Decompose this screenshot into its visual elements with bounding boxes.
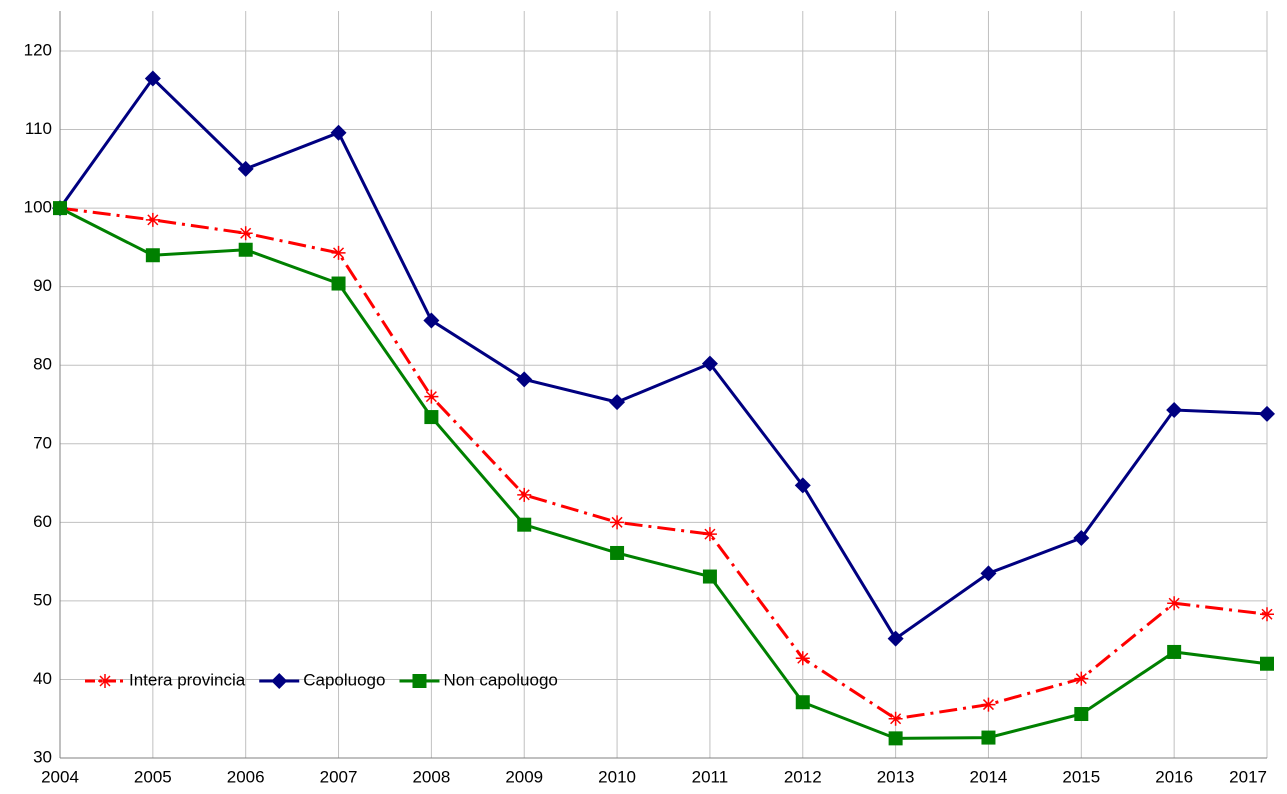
marker <box>702 569 717 584</box>
marker <box>1074 671 1089 686</box>
marker <box>238 242 253 257</box>
x-tick-label: 2007 <box>320 767 358 786</box>
x-tick-label: 2017 <box>1229 767 1267 786</box>
marker <box>517 517 532 532</box>
x-tick-label: 2005 <box>134 767 172 786</box>
marker <box>981 697 996 712</box>
marker <box>702 527 717 542</box>
x-tick-label: 2008 <box>412 767 450 786</box>
marker <box>238 226 253 241</box>
marker <box>887 630 904 647</box>
marker <box>1166 401 1183 418</box>
x-tick-label: 2014 <box>970 767 1008 786</box>
marker <box>888 711 903 726</box>
series-line <box>59 206 1268 721</box>
y-tick-label: 90 <box>33 276 52 295</box>
marker <box>423 312 440 329</box>
marker <box>424 389 439 404</box>
y-tick-label: 40 <box>33 669 52 688</box>
marker <box>610 545 625 560</box>
marker <box>980 565 997 582</box>
marker <box>794 477 811 494</box>
marker <box>1073 530 1090 547</box>
y-tick-label: 70 <box>33 433 52 452</box>
marker <box>1260 656 1274 671</box>
legend: Intera provincia Capoluogo Non capoluogo <box>85 670 558 689</box>
y-tick-label: 110 <box>25 119 52 138</box>
x-tick-label: 2015 <box>1062 767 1100 786</box>
marker <box>331 245 346 260</box>
legend-label: Capoluogo <box>303 670 385 689</box>
marker <box>609 394 626 411</box>
y-tick-label: 80 <box>33 355 52 374</box>
x-tick-label: 2010 <box>598 767 636 786</box>
legend-label: Non capoluogo <box>443 670 557 689</box>
x-tick-label: 2011 <box>692 767 729 786</box>
marker <box>330 124 347 141</box>
marker <box>981 730 996 745</box>
marker <box>145 212 160 227</box>
marker <box>516 371 533 388</box>
marker <box>610 515 625 530</box>
marker <box>412 674 427 688</box>
marker <box>1167 644 1182 659</box>
marker <box>1167 596 1182 611</box>
marker <box>144 70 161 87</box>
marker <box>1074 707 1089 722</box>
y-tick-label: 30 <box>33 747 52 766</box>
y-tick-label: 50 <box>33 590 52 609</box>
marker <box>1260 607 1274 622</box>
marker <box>795 651 810 666</box>
marker <box>1259 405 1275 422</box>
marker <box>888 731 903 746</box>
series-line <box>58 76 1268 641</box>
x-tick-label: 2009 <box>505 767 543 786</box>
marker <box>424 410 439 425</box>
x-tick-label: 2006 <box>227 767 265 786</box>
marker <box>98 674 112 688</box>
marker <box>271 673 288 689</box>
marker <box>53 201 67 216</box>
series-line <box>59 206 1268 740</box>
marker <box>795 695 810 710</box>
y-tick-label: 60 <box>33 512 52 531</box>
marker <box>145 248 160 263</box>
y-tick-label: 100 <box>24 198 52 217</box>
y-tick-label: 120 <box>24 40 52 59</box>
marker <box>237 160 254 177</box>
marker <box>517 487 532 502</box>
marker <box>331 276 346 291</box>
x-tick-label: 2013 <box>877 767 915 786</box>
x-tick-label: 2004 <box>41 767 79 786</box>
x-tick-label: 2016 <box>1155 767 1193 786</box>
x-tick-label: 2012 <box>784 767 822 786</box>
marker <box>701 355 718 372</box>
legend-label: Intera provincia <box>129 670 246 689</box>
